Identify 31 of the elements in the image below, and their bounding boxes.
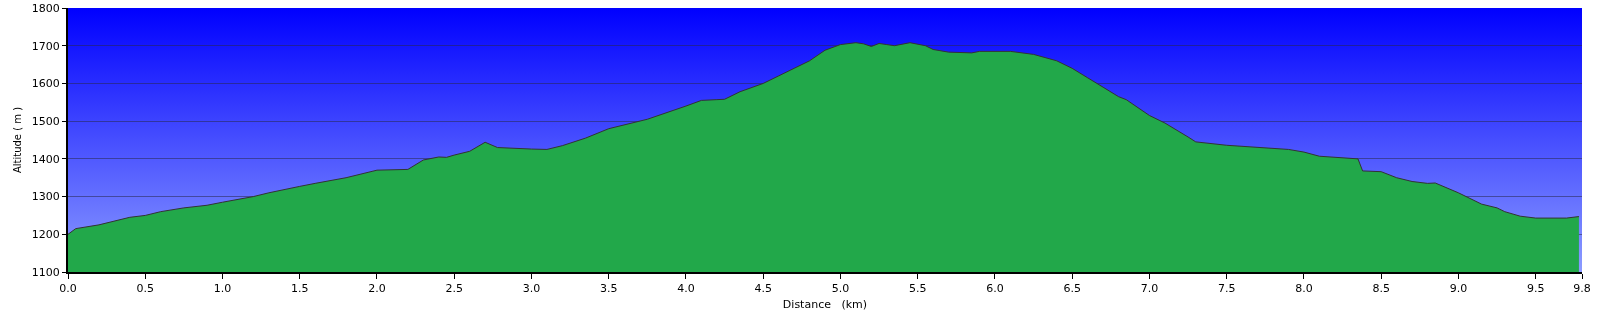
x-tick-label: 7.5 bbox=[1217, 282, 1236, 296]
y-tick-label: 1500 bbox=[31, 114, 60, 128]
y-tick-label: 1800 bbox=[31, 1, 60, 15]
x-tick-label: 0.5 bbox=[136, 282, 154, 296]
y-tick-label: 1300 bbox=[31, 190, 60, 204]
x-tick-label: 9.5 bbox=[1526, 282, 1545, 296]
x-tick-label: 2.5 bbox=[445, 282, 463, 296]
x-tick-label: 8.5 bbox=[1372, 282, 1390, 296]
y-tick-label: 1400 bbox=[31, 152, 60, 166]
x-tick-label: 5.5 bbox=[908, 282, 927, 296]
x-tick-label: 3.5 bbox=[599, 282, 618, 296]
y-axis-title: Altitude ( m ) bbox=[12, 106, 24, 174]
x-tick-label: 6.5 bbox=[1063, 282, 1081, 296]
x-tick-label: 7.0 bbox=[1140, 282, 1159, 296]
y-tick-label: 1100 bbox=[31, 265, 60, 279]
x-tick-label: 8.0 bbox=[1295, 282, 1313, 296]
x-tick-label: 4.5 bbox=[754, 282, 772, 296]
x-tick-label: 3.0 bbox=[522, 282, 541, 296]
x-tick-label: 5.0 bbox=[831, 282, 850, 296]
x-tick-label: 4.0 bbox=[677, 282, 695, 296]
x-tick-label: 9.0 bbox=[1449, 282, 1468, 296]
y-tick-label: 1200 bbox=[31, 228, 60, 242]
x-tick-label: 1.0 bbox=[213, 282, 232, 296]
x-axis-title: Distance (km) bbox=[782, 297, 868, 311]
y-tick-label: 1700 bbox=[31, 39, 60, 53]
x-tick-label: 2.0 bbox=[368, 282, 386, 296]
x-tick-label: 0.0 bbox=[59, 282, 77, 296]
y-tick-label: 1600 bbox=[31, 77, 60, 91]
x-tick-label: 1.5 bbox=[290, 282, 309, 296]
x-tick-label: 9.8 bbox=[1573, 282, 1591, 296]
x-tick-label: 6.0 bbox=[986, 282, 1004, 296]
